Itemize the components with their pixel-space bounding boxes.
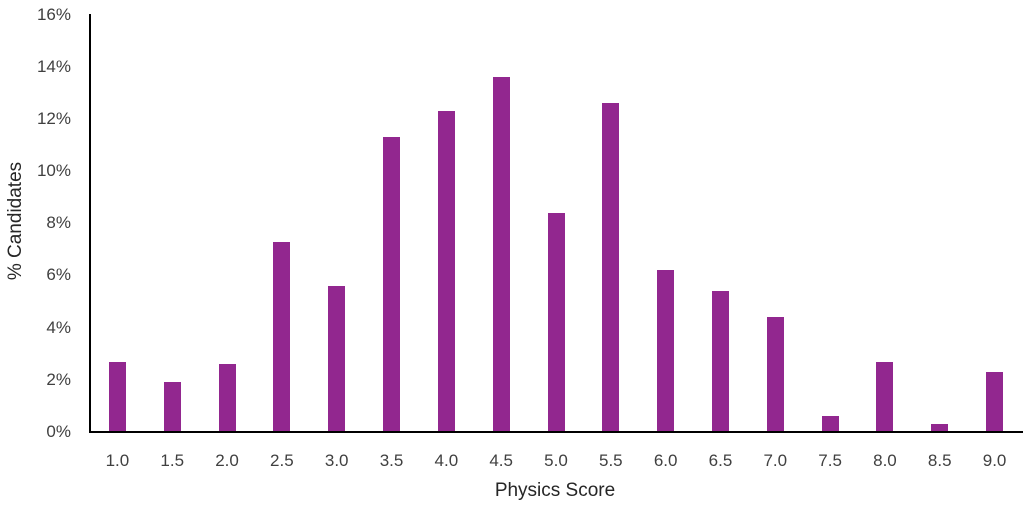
y-tick-label: 2%	[46, 369, 71, 389]
x-tick-label: 2.0	[215, 451, 239, 470]
bar	[821, 416, 839, 432]
bar	[218, 364, 236, 432]
x-tick-label: 3.0	[324, 451, 349, 470]
bar	[931, 424, 949, 432]
x-tick-label: 4.0	[434, 451, 459, 470]
x-tick-label: 2.5	[270, 451, 294, 470]
bar	[602, 103, 620, 432]
x-tick-label: 5.5	[598, 451, 623, 470]
bar	[328, 285, 346, 432]
x-axis-title: Physics Score	[494, 480, 616, 501]
bar	[766, 317, 784, 432]
y-tick-label: 6%	[46, 265, 71, 285]
y-tick-label: 10%	[36, 161, 71, 181]
x-tick-label: 8.5	[927, 451, 952, 470]
bar	[876, 361, 894, 432]
bar	[437, 111, 455, 432]
x-tick-label: 8.0	[873, 451, 897, 470]
bar	[657, 270, 675, 432]
x-tick-label: 3.5	[379, 451, 404, 470]
y-tick-label: 14%	[36, 56, 71, 76]
y-tick-label: 4%	[46, 317, 71, 337]
bar	[163, 382, 181, 432]
y-axis-title: % Candidates	[5, 161, 26, 281]
y-tick-label: 16%	[36, 4, 71, 24]
x-tick-label: 1.5	[160, 451, 185, 470]
bar	[492, 77, 510, 432]
bar	[547, 212, 565, 432]
x-tick-label: 6.5	[708, 451, 733, 470]
y-tick-label: 0%	[46, 422, 71, 441]
x-tick-label: 1.0	[105, 451, 130, 470]
x-tick-label: 5.0	[544, 451, 568, 470]
x-axis-line	[89, 431, 1023, 433]
x-tick-label: 7.5	[818, 451, 842, 470]
bar	[711, 291, 729, 432]
y-tick-label: 12%	[36, 108, 71, 128]
x-tick-label: 4.5	[489, 451, 513, 470]
x-tick-label: 7.0	[763, 451, 788, 470]
bar	[383, 137, 401, 432]
x-tick-label: 6.0	[653, 451, 678, 470]
bar	[108, 361, 126, 432]
bar	[273, 241, 291, 432]
y-axis-line	[89, 14, 91, 433]
bar	[986, 371, 1004, 432]
y-tick-label: 8%	[46, 213, 71, 233]
x-tick-label: 9.0	[982, 451, 1007, 470]
